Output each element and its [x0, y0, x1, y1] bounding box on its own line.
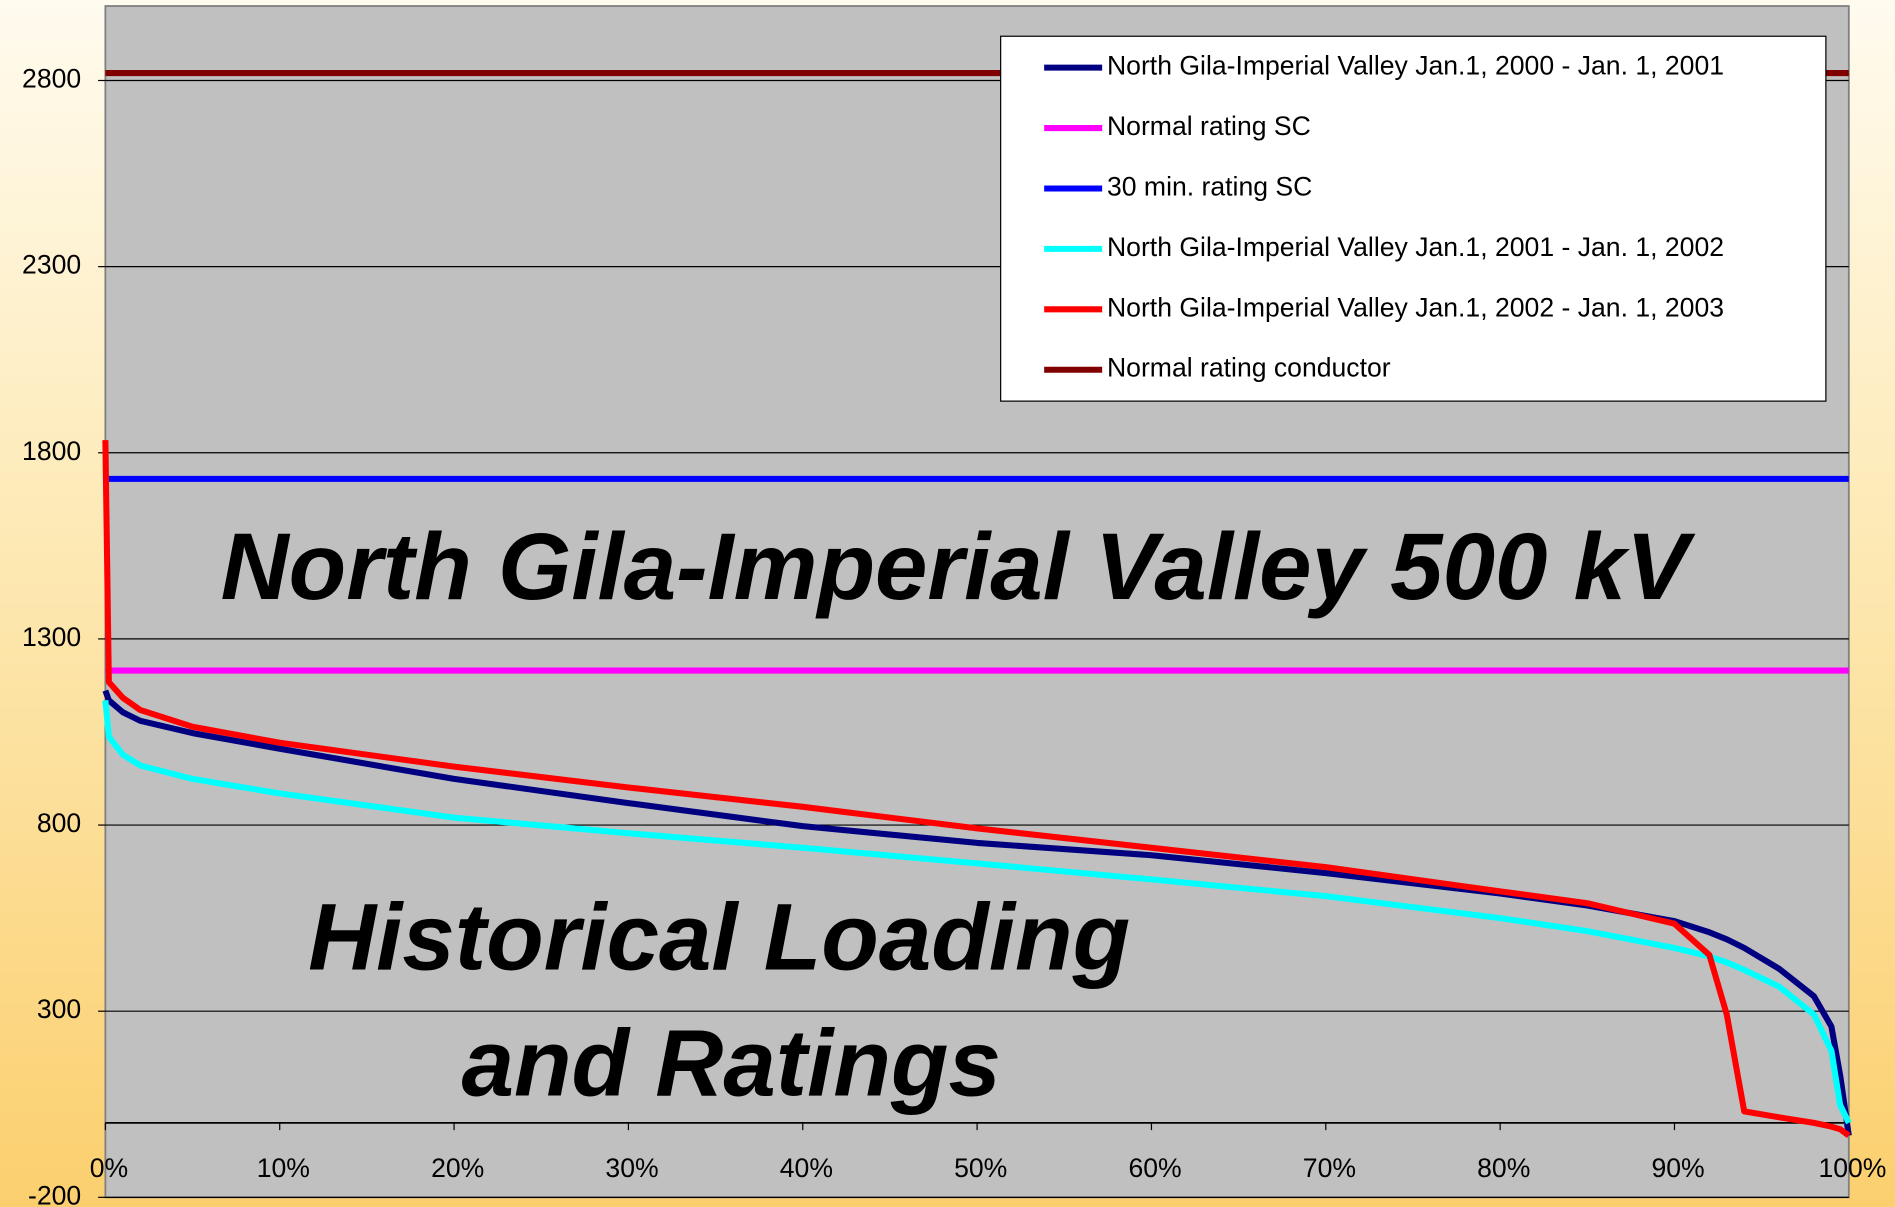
- y-tick-label: 2800: [22, 64, 81, 94]
- legend: North Gila-Imperial Valley Jan.1, 2000 -…: [1000, 35, 1827, 402]
- x-tick-label: 80%: [1477, 1153, 1530, 1183]
- legend-label: North Gila-Imperial Valley Jan.1, 2000 -…: [1107, 51, 1724, 81]
- annotation: and Ratings: [462, 1010, 1001, 1115]
- legend-label: Normal rating SC: [1107, 111, 1311, 141]
- y-tick-label: 1800: [22, 436, 81, 466]
- y-tick-label: 2300: [22, 250, 81, 280]
- series-line: [102, 700, 1852, 1125]
- x-tick-label: 50%: [954, 1153, 1007, 1183]
- x-tick-label: 90%: [1652, 1153, 1705, 1183]
- legend-label: Normal rating conductor: [1107, 353, 1391, 383]
- x-tick-label: 20%: [431, 1153, 484, 1183]
- y-tick-label: 800: [37, 808, 81, 838]
- x-tick-label: 40%: [780, 1153, 833, 1183]
- x-tick-label: 10%: [257, 1153, 310, 1183]
- x-tick-label: 0%: [90, 1153, 128, 1183]
- series-line: [102, 689, 1852, 1136]
- annotation: Historical Loading: [308, 885, 1130, 990]
- legend-label: North Gila-Imperial Valley Jan.1, 2002 -…: [1107, 292, 1724, 322]
- annotation: North Gila-Imperial Valley 500 kV: [221, 514, 1696, 619]
- legend-box: [1000, 35, 1827, 402]
- y-tick-label: 1300: [22, 622, 81, 652]
- series-line: [102, 440, 1851, 1138]
- legend-label: 30 min. rating SC: [1107, 171, 1312, 201]
- x-tick-label: 30%: [605, 1153, 658, 1183]
- y-tick-label: -200: [28, 1180, 81, 1207]
- x-tick-label: 60%: [1128, 1153, 1181, 1183]
- x-tick-label: 100%: [1818, 1153, 1886, 1183]
- x-tick-label: 70%: [1303, 1153, 1356, 1183]
- legend-label: North Gila-Imperial Valley Jan.1, 2001 -…: [1107, 232, 1724, 262]
- y-tick-label: 300: [37, 994, 81, 1024]
